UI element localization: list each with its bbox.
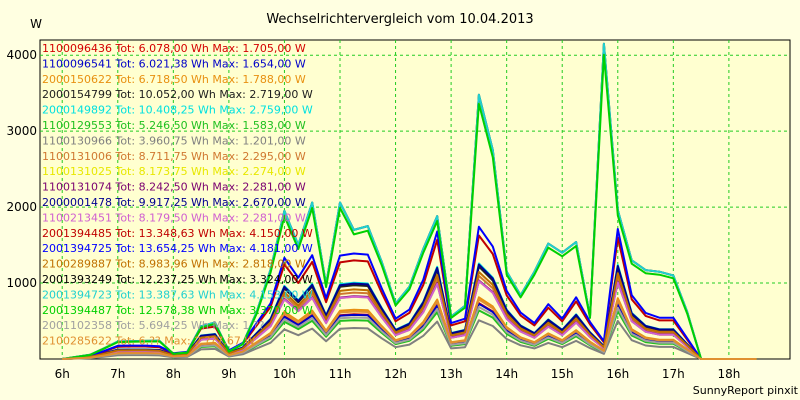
legend-entry-7: 1100130966 Tot: 3.960,75 Wh Max: 1.201,0…: [42, 134, 306, 147]
series-lines: [62, 42, 757, 360]
legend-entry-5: 2000149892 Tot: 10.408,25 Wh Max: 2.759,…: [42, 104, 313, 117]
legend-entry-4: 2000154799 Tot: 10.052,00 Wh Max: 2.719,…: [42, 88, 313, 101]
chart-title: Wechselrichtervergleich vom 10.04.2013: [266, 12, 533, 27]
legend-entry-8: 1100131006 Tot: 8.711,75 Wh Max: 2.295,0…: [42, 150, 306, 163]
legend-entry-3: 2000150622 Tot: 6.718,50 Wh Max: 1.788,0…: [42, 73, 306, 86]
legend-entry-2: 1100096541 Tot: 6.021,38 Wh Max: 1.654,0…: [42, 57, 306, 70]
legend-entry-16: 2001393249 Tot: 12.237,25 Wh Max: 3.324,…: [42, 273, 313, 286]
x-tick-label: 10h: [273, 367, 296, 381]
y-tick-label: 2000: [6, 200, 37, 214]
legend-entry-15: 2100289887 Tot: 8.983,96 Wh Max: 2.818,0…: [42, 258, 306, 271]
legend-entry-20: 2100285622 Tot: 6.?? Max: 2.??7,67 W: [42, 335, 255, 348]
legend-entry-11: 2000001478 Tot: 9.917,25 Wh Max: 2.670,0…: [42, 196, 306, 209]
x-tick-label: 11h: [329, 367, 352, 381]
legend-entry-14: 2001394725 Tot: 13.654,25 Wh Max: 4.181,…: [42, 242, 313, 255]
legend: 1100096436 Tot: 6.078,00 Wh Max: 1.705,0…: [42, 42, 313, 348]
x-tick-label: 17h: [662, 367, 685, 381]
x-tick-label: 12h: [384, 367, 407, 381]
y-tick-label: 4000: [6, 48, 37, 62]
plot-area: [39, 39, 791, 360]
x-tick-label: 13h: [440, 367, 463, 381]
series-line-20: [62, 298, 757, 360]
x-tick-label: 8h: [166, 367, 181, 381]
legend-entry-18: 2001394487 Tot: 12.578,38 Wh Max: 3.370,…: [42, 304, 313, 317]
legend-entry-19: 2001102358 Tot: 5.694,25 Wh Max: 1.??: [42, 319, 265, 332]
legend-entry-13: 2001394485 Tot: 13.348,63 Wh Max: 4.150,…: [42, 227, 313, 240]
legend-entry-12: 1100213451 Tot: 8.179,50 Wh Max: 2.281,0…: [42, 211, 306, 224]
series-line-18: [62, 53, 757, 360]
y-tick-label: 1000: [6, 276, 37, 290]
footer-credit: SunnyReport pinxit: [693, 384, 799, 397]
legend-entry-6: 1100129553 Tot: 5.246,50 Wh Max: 1.583,0…: [42, 119, 306, 132]
y-axis-label: W: [30, 17, 42, 31]
legend-entry-17: 2001394723 Tot: 13.387,63 Wh Max: 4.153,…: [42, 288, 313, 301]
series-line-15: [62, 271, 757, 360]
y-axis-ticks: 1000 2000 3000 4000: [6, 48, 37, 290]
x-tick-label: 14h: [495, 367, 518, 381]
y-tick-label: 3000: [6, 124, 37, 138]
x-tick-label: 6h: [55, 367, 70, 381]
x-tick-label: 16h: [606, 367, 629, 381]
x-tick-label: 7h: [110, 367, 125, 381]
x-tick-label: 9h: [221, 367, 236, 381]
x-axis-ticks: 6h 7h 8h 9h 10h 11h 12h 13h 14h 15h 16h 17h 18h: [55, 367, 741, 381]
x-tick-label: 15h: [551, 367, 574, 381]
legend-entry-9: 1100131025 Tot: 8.173,75 Wh Max: 2.274,0…: [42, 165, 306, 178]
x-tick-label: 18h: [717, 367, 740, 381]
legend-entry-10: 1100131074 Tot: 8.242,50 Wh Max: 2.281,0…: [42, 181, 306, 194]
legend-entry-1: 1100096436 Tot: 6.078,00 Wh Max: 1.705,0…: [42, 42, 306, 55]
